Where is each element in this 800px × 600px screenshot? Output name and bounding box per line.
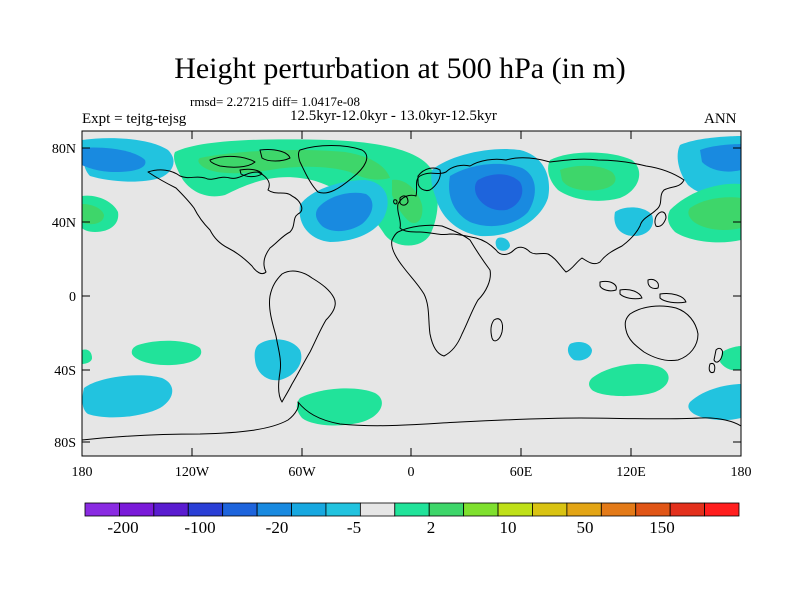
x-tick-label: 180: [731, 465, 752, 480]
colorbar-swatch: [256, 502, 292, 517]
colorbar-label: 150: [649, 518, 675, 537]
contour-green-south-indian: [589, 363, 669, 397]
contour-blue-indian-ocean: [567, 342, 592, 361]
coastline-madagascar: [490, 318, 503, 342]
colorbar-swatch: [600, 502, 637, 517]
colorbar-swatch: [222, 502, 258, 517]
colorbar-swatch: [463, 502, 499, 517]
contour-blue-south-pacific: [82, 375, 173, 418]
x-tick-label: 120E: [616, 465, 646, 480]
colorbar-label: -20: [266, 518, 289, 537]
colorbar-swatch: [291, 502, 327, 517]
contour-fills: [82, 136, 741, 426]
contour-green-east-edge-south: [720, 346, 741, 371]
contour-blue-east-edge-south: [688, 384, 741, 421]
contour-blue-mid-northeast-pacific: [700, 144, 741, 172]
colorbar-swatch: [635, 502, 671, 517]
colorbar-labels: -200 -100 -20 -5 2 10 50 150: [107, 518, 674, 537]
colorbar-swatch: [497, 502, 533, 517]
x-tick-label: 60W: [288, 465, 316, 480]
colorbar-swatch: [669, 502, 705, 517]
coastlines: [82, 145, 741, 441]
y-axis: 80N 40N 0 40S 80S: [52, 142, 741, 451]
y-tick-label: 40S: [54, 364, 76, 379]
coastline-australia: [624, 305, 699, 361]
season-label: ANN: [704, 111, 737, 127]
colorbar-swatch: [566, 502, 602, 517]
colorbar-swatch: [532, 502, 568, 517]
colorbar-swatch: [119, 502, 155, 517]
x-tick-label: 120W: [175, 465, 210, 480]
contour-blue-east-asia: [614, 207, 654, 236]
colorbar-label: 2: [427, 518, 436, 537]
coastline-north-america: [147, 169, 303, 275]
x-tick-label: 0: [408, 465, 415, 480]
colorbar-swatch: [428, 502, 465, 517]
colorbar-label: 10: [500, 518, 517, 537]
coastline-eurasia: [397, 157, 685, 273]
contour-blue-south-america: [254, 339, 302, 381]
contour-green-south-pacific: [131, 340, 202, 366]
colorbar-swatch: [704, 502, 740, 517]
contour-green-strong-dateline-west: [82, 204, 104, 225]
coastline-canadian-archipelago: [209, 149, 291, 178]
stats-line: rmsd= 2.27215 diff= 1.0417e-08: [190, 94, 361, 109]
coastline-new-zealand: [708, 347, 723, 373]
coastline-south-america: [269, 270, 336, 403]
contour-blue-mid-north-atlantic: [315, 192, 373, 232]
x-tick-label: 180: [72, 465, 93, 480]
coastline-scandinavia: [417, 167, 441, 191]
coastline-japan: [654, 211, 667, 227]
coastline-greenland: [298, 145, 368, 194]
experiment-label: Expt = tejtg-tejsg: [82, 111, 187, 127]
colorbar-label: -5: [347, 518, 361, 537]
colorbar-swatch: [359, 502, 396, 517]
colorbar-swatch: [325, 502, 361, 517]
colorbar-label: 50: [577, 518, 594, 537]
colorbar: [84, 502, 740, 517]
x-tick-label: 60E: [510, 465, 533, 480]
contour-green-west-edge-south: [82, 349, 92, 364]
period-line: 12.5kyr-12.0kyr - 13.0kyr-12.5kyr: [290, 108, 497, 124]
colorbar-swatch: [84, 502, 120, 517]
contour-green-south-atlantic: [296, 388, 382, 426]
map-title: Height perturbation at 500 hPa (in m): [174, 52, 626, 85]
y-tick-label: 80S: [54, 436, 76, 451]
contour-blue-strong-eurasia: [474, 174, 523, 211]
y-tick-label: 0: [69, 290, 76, 305]
coastline-southeast-asia-islands: [599, 279, 687, 304]
x-axis: 180 120W 60W 0 60E 120E 180: [72, 131, 752, 480]
colorbar-swatch: [394, 502, 430, 517]
y-tick-label: 80N: [52, 142, 76, 157]
colorbar-swatch: [153, 502, 189, 517]
coastline-british-isles: [393, 195, 409, 206]
colorbar-swatch: [187, 502, 224, 517]
contour-green-strong-canada: [198, 150, 390, 180]
contour-green-strong-siberia: [560, 165, 616, 191]
y-tick-label: 40N: [52, 216, 76, 231]
contour-blue-mid-north-pacific: [82, 147, 146, 172]
colorbar-label: -200: [107, 518, 138, 537]
coastline-antarctica: [82, 401, 741, 441]
coastline-africa: [391, 224, 491, 357]
colorbar-label: -100: [184, 518, 215, 537]
contour-green-strong-europe: [392, 179, 423, 224]
contour-blue-red-sea: [495, 237, 510, 251]
contour-green-strong-northwest-pacific: [688, 197, 741, 230]
